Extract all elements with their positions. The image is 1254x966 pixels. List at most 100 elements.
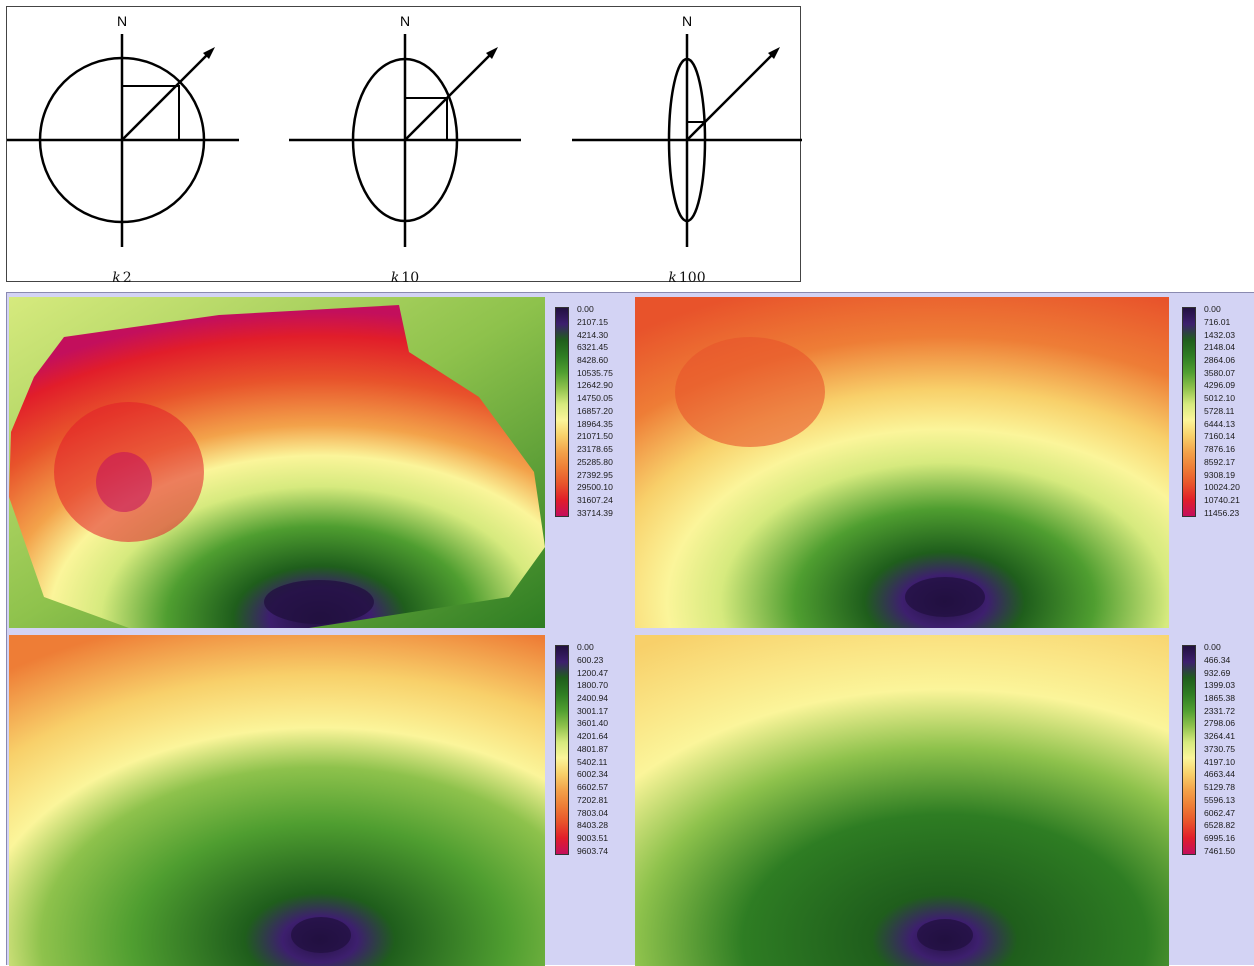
low-cost-zone <box>291 917 351 953</box>
legend-value: 3264.41 <box>1204 731 1236 742</box>
legend-value: 0.00 <box>1204 304 1221 314</box>
legend-value: 1399.03 <box>1204 680 1236 691</box>
map-2-image <box>635 297 1169 628</box>
legend-value: 3730.75 <box>1204 743 1236 754</box>
legend-value: 9003.51 <box>577 833 609 843</box>
legend-value: 5129.78 <box>1204 782 1236 792</box>
cost-surface-map-1 <box>9 297 545 628</box>
legend-value: 0.00 <box>577 304 594 314</box>
legend-value: 18964.35 <box>577 418 613 429</box>
legend-value: 600.23 <box>577 654 604 665</box>
legend-value: 29500.10 <box>577 482 613 493</box>
legend-value: 2148.04 <box>1204 342 1236 353</box>
legend-value: 5402.11 <box>577 756 608 767</box>
legend-value: 5012.10 <box>1204 393 1236 404</box>
low-cost-zone <box>264 580 374 624</box>
color-ramp <box>555 307 569 517</box>
arrow-head <box>486 47 498 59</box>
legend-value: 3601.40 <box>577 718 609 729</box>
legend-value: 6062.47 <box>1204 807 1236 818</box>
ellipse-shape <box>38 56 206 224</box>
legend-value: 21071.50 <box>577 431 613 442</box>
legend-value: 1800.70 <box>577 680 609 691</box>
component-box <box>687 121 706 140</box>
legend-value: 7803.04 <box>577 807 609 818</box>
map-background <box>635 635 1169 966</box>
legend-value: 2331.72 <box>1204 705 1236 716</box>
terrain-area <box>9 305 545 628</box>
legend-value: 4197.10 <box>1204 756 1236 767</box>
direction-arrow <box>121 51 211 141</box>
legend-value: 3580.07 <box>1204 367 1236 378</box>
cost-distance-maps-panel: 0.00 2107.15 4214.30 6321.45 8428.60 10535.75… <box>6 292 1254 966</box>
color-ramp <box>555 645 569 855</box>
k-label-100: k 100 <box>668 270 706 286</box>
map-background <box>9 635 545 966</box>
north-label: N <box>117 13 127 29</box>
legend-value: 12642.90 <box>577 380 613 391</box>
high-cost-zone <box>675 337 825 447</box>
cost-surface-map-4 <box>635 635 1169 966</box>
legend-value: 9603.74 <box>577 845 609 856</box>
arrow-head <box>203 47 215 59</box>
legend-value: 6321.45 <box>577 342 609 353</box>
legend-value: 4201.64 <box>577 731 609 742</box>
legend-value: 6995.16 <box>1204 833 1236 843</box>
component-box <box>122 85 180 140</box>
legend-value: 11456.23 <box>1204 507 1240 518</box>
legend-value: 932.69 <box>1204 667 1231 678</box>
legend-value: 1865.38 <box>1204 692 1236 703</box>
legend-value: 2400.94 <box>577 692 609 703</box>
map-3-image <box>9 635 545 966</box>
legend-value: 6444.13 <box>1204 418 1236 429</box>
legend-value: 7876.16 <box>1204 444 1236 454</box>
legend-value: 8428.60 <box>577 354 609 365</box>
low-cost-zone <box>905 577 985 617</box>
legend-value: 31607.24 <box>577 495 613 505</box>
legend-value: 4663.44 <box>1204 769 1236 780</box>
color-ramp <box>1182 307 1196 517</box>
legend-value: 10740.21 <box>1204 495 1240 505</box>
legend-value: 6602.57 <box>577 782 609 792</box>
map-4-image <box>635 635 1169 966</box>
legend-value: 3001.17 <box>577 705 609 716</box>
map-1-image <box>9 297 545 628</box>
legend-value: 10535.75 <box>577 367 613 378</box>
legend-value: 7202.81 <box>577 794 609 805</box>
component-box <box>405 97 448 140</box>
legend-value: 0.00 <box>577 642 594 652</box>
legend-value: 9308.19 <box>1204 469 1236 480</box>
direction-arrow <box>404 51 494 141</box>
legend-value: 2864.06 <box>1204 354 1236 365</box>
legend-value: 2798.06 <box>1204 718 1236 729</box>
k-label-10: k 10 <box>390 270 420 286</box>
legend-value: 6528.82 <box>1204 820 1236 831</box>
legend-value: 5728.11 <box>1204 405 1235 416</box>
diagram-k2: N <box>7 13 239 247</box>
low-cost-zone <box>917 919 973 951</box>
direction-arrow <box>686 51 776 141</box>
cost-surface-map-3 <box>9 635 545 966</box>
ellipse-shape <box>351 57 459 223</box>
north-label: N <box>400 13 410 29</box>
legend-value: 7160.14 <box>1204 431 1236 442</box>
legend-value: 4801.87 <box>577 743 609 754</box>
legend-value: 27392.95 <box>577 469 613 480</box>
legend-value: 7461.50 <box>1204 845 1236 856</box>
legend-value: 2107.15 <box>577 316 609 327</box>
highest-cost-zone <box>96 452 152 512</box>
cost-surface-map-2 <box>635 297 1169 628</box>
legend-value: 716.01 <box>1204 316 1231 327</box>
legend-value: 14750.05 <box>577 393 613 404</box>
legend-value: 1200.47 <box>577 667 609 678</box>
legend-value: 25285.80 <box>577 456 613 467</box>
color-ramp <box>1182 645 1196 855</box>
legend-value: 1432.03 <box>1204 329 1236 340</box>
legend-value: 16857.20 <box>577 405 613 416</box>
legend-value: 0.00 <box>1204 642 1221 652</box>
legend-value: 466.34 <box>1204 654 1231 665</box>
legend-value: 23178.65 <box>577 444 613 454</box>
legend-value: 6002.34 <box>577 769 609 780</box>
